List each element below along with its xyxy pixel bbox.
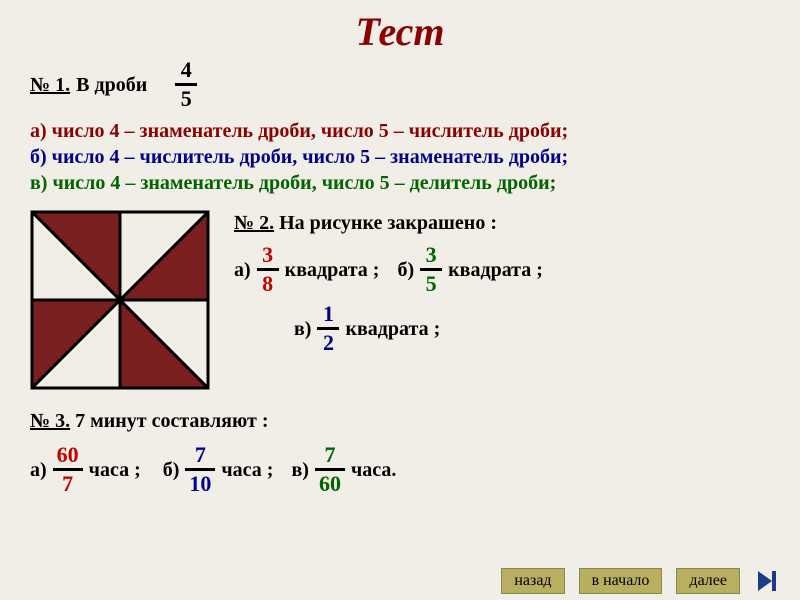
q1-option-a: а) число 4 – знаменатель дроби, число 5 … bbox=[30, 118, 770, 144]
content-area: № 1. В дроби 4 5 а) число 4 – знаменател… bbox=[0, 59, 800, 495]
q3-c-den: 60 bbox=[319, 473, 341, 495]
q3-b-fraction: 7 10 bbox=[185, 444, 215, 495]
q2-options-row1: а) 3 8 квадрата ; б) 3 5 квадрата ; bbox=[234, 244, 770, 295]
page-title: Тест bbox=[0, 0, 800, 55]
q3-b-label: б) bbox=[163, 457, 180, 483]
q2-b-num: 3 bbox=[426, 244, 437, 266]
q3-c-num: 7 bbox=[324, 444, 335, 466]
q1-fraction: 4 5 bbox=[175, 59, 197, 110]
q2-number: № 2. bbox=[234, 212, 274, 234]
q2-a-label: а) bbox=[234, 257, 251, 283]
q2-right: № 2. На рисунке закрашено : а) 3 8 квадр… bbox=[234, 210, 770, 354]
question-1-header: № 1. В дроби 4 5 bbox=[30, 59, 770, 110]
start-button[interactable]: в начало bbox=[579, 568, 663, 594]
q3-number: № 3. bbox=[30, 410, 70, 432]
question-3-block: № 3. 7 минут составляют : а) 60 7 часа ;… bbox=[30, 408, 770, 495]
q3-b-after: часа ; bbox=[221, 457, 273, 483]
next-arrow-icon[interactable] bbox=[754, 568, 790, 594]
q2-header: № 2. На рисунке закрашено : bbox=[234, 210, 770, 236]
q2-text: На рисунке закрашено : bbox=[279, 212, 497, 234]
q2-c-label: в) bbox=[294, 316, 311, 342]
q2-c-den: 2 bbox=[323, 332, 334, 354]
square-diagram bbox=[30, 210, 210, 390]
q3-a-den: 7 bbox=[62, 473, 73, 495]
q3-header: № 3. 7 минут составляют : bbox=[30, 408, 770, 434]
q2-b-den: 5 bbox=[426, 273, 437, 295]
q2-a-after: квадрата ; bbox=[285, 257, 380, 283]
q1-option-b: б) число 4 – числитель дроби, число 5 – … bbox=[30, 144, 770, 170]
nav-bar: назад в начало далее bbox=[501, 568, 790, 594]
q3-c-label: в) bbox=[291, 457, 308, 483]
q2-b-after: квадрата ; bbox=[448, 257, 543, 283]
q3-b-den: 10 bbox=[189, 473, 211, 495]
q3-text: 7 минут составляют : bbox=[75, 410, 268, 432]
q2-a-den: 8 bbox=[262, 273, 273, 295]
q1-intro: В дроби bbox=[76, 72, 147, 98]
q3-a-label: а) bbox=[30, 457, 47, 483]
q2-b-fraction: 3 5 bbox=[420, 244, 442, 295]
q2-c-after: квадрата ; bbox=[345, 316, 440, 342]
q3-c-fraction: 7 60 bbox=[315, 444, 345, 495]
q2-c-fraction: 1 2 bbox=[317, 303, 339, 354]
q3-options: а) 60 7 часа ; б) 7 10 часа ; в) 7 60 ч bbox=[30, 444, 770, 495]
q1-number: № 1. bbox=[30, 72, 70, 98]
q3-a-num: 60 bbox=[57, 444, 79, 466]
q2-b-label: б) bbox=[397, 257, 414, 283]
q3-a-fraction: 60 7 bbox=[53, 444, 83, 495]
q3-c-after: часа. bbox=[351, 457, 396, 483]
q1-fraction-den: 5 bbox=[181, 88, 192, 110]
q2-options-row2: в) 1 2 квадрата ; bbox=[294, 303, 770, 354]
question-2-block: № 2. На рисунке закрашено : а) 3 8 квадр… bbox=[30, 210, 770, 390]
q1-fraction-num: 4 bbox=[181, 59, 192, 81]
q3-a-after: часа ; bbox=[89, 457, 141, 483]
next-button[interactable]: далее bbox=[676, 568, 740, 594]
q1-option-c: в) число 4 – знаменатель дроби, число 5 … bbox=[30, 170, 770, 196]
back-button[interactable]: назад bbox=[501, 568, 564, 594]
q2-a-fraction: 3 8 bbox=[257, 244, 279, 295]
q2-c-num: 1 bbox=[323, 303, 334, 325]
q3-b-num: 7 bbox=[195, 444, 206, 466]
q2-a-num: 3 bbox=[262, 244, 273, 266]
